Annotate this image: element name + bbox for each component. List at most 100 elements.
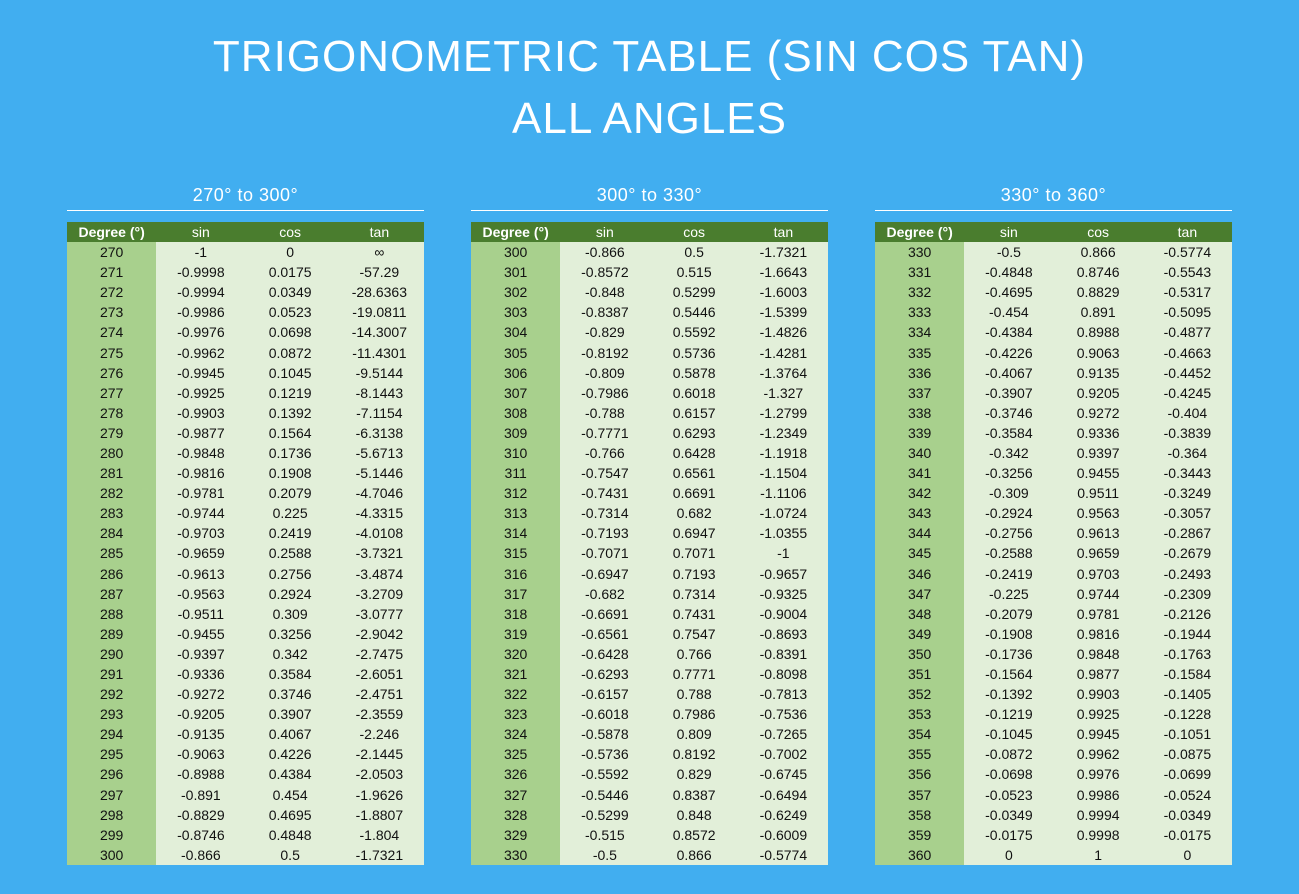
degree-cell: 277 — [67, 382, 157, 403]
value-cell: 0.1392 — [245, 402, 335, 423]
table-row: 306 -0.809 0.5878 -1.3764 — [471, 362, 828, 383]
value-cell: 0.9397 — [1053, 442, 1143, 464]
value-cell: -0.9781 — [156, 483, 246, 504]
value-cell: -57.29 — [334, 262, 424, 283]
column-header: tan — [334, 222, 424, 242]
value-cell: -0.9004 — [738, 603, 828, 624]
value-cell: -2.9042 — [334, 623, 424, 644]
degree-cell: 320 — [471, 643, 561, 664]
title-line-2: ALL ANGLES — [512, 94, 787, 143]
value-cell: -0.7536 — [738, 704, 828, 725]
table-row: 285 -0.9659 0.2588 -3.7321 — [67, 543, 424, 564]
table-row: 301 -0.8572 0.515 -1.6643 — [471, 262, 828, 283]
value-cell: -0.3839 — [1142, 422, 1232, 443]
value-cell: -4.7046 — [334, 483, 424, 504]
table-row: 347 -0.225 0.9744 -0.2309 — [875, 583, 1232, 604]
value-cell: -0.3584 — [964, 422, 1054, 443]
value-cell: -0.7986 — [560, 382, 650, 403]
degree-cell: 332 — [875, 282, 965, 303]
table-row: 313 -0.7314 0.682 -1.0724 — [471, 503, 828, 524]
value-cell: -0.1405 — [1142, 684, 1232, 705]
degree-cell: 351 — [875, 663, 965, 685]
degree-cell: 323 — [471, 704, 561, 725]
value-cell: 0.9659 — [1053, 543, 1143, 564]
value-cell: -0.2756 — [964, 523, 1054, 544]
value-cell: 0.7547 — [649, 623, 739, 644]
value-cell: -0.9962 — [156, 342, 246, 363]
value-cell: -1.7321 — [738, 242, 828, 263]
value-cell: 0.866 — [1053, 242, 1143, 263]
table-row: 294 -0.9135 0.4067 -2.246 — [67, 724, 424, 745]
value-cell: ∞ — [334, 242, 424, 263]
value-cell: -0.9816 — [156, 463, 246, 484]
table-heading: 270° to 300° — [67, 180, 424, 211]
value-cell: 0.848 — [649, 804, 739, 825]
value-cell: 0.1908 — [245, 463, 335, 484]
value-cell: 0.6561 — [649, 463, 739, 484]
value-cell: -3.7321 — [334, 543, 424, 564]
value-cell: 0.6691 — [649, 483, 739, 504]
degree-cell: 349 — [875, 623, 965, 644]
table-row: 270 -1 0 ∞ — [67, 242, 424, 263]
value-cell: 0.9744 — [1053, 583, 1143, 604]
table-row: 329 -0.515 0.8572 -0.6009 — [471, 824, 828, 845]
degree-cell: 353 — [875, 704, 965, 725]
degree-cell: 292 — [67, 684, 157, 705]
degree-cell: 335 — [875, 342, 965, 363]
value-cell: -0.9703 — [156, 523, 246, 544]
value-cell: -0.1228 — [1142, 704, 1232, 725]
value-cell: 0.5878 — [649, 362, 739, 383]
value-cell: 0.3256 — [245, 623, 335, 644]
value-cell: 0.5299 — [649, 282, 739, 303]
value-cell: 0.454 — [245, 784, 335, 805]
value-cell: -0.5736 — [560, 744, 650, 765]
degree-cell: 327 — [471, 784, 561, 805]
value-cell: -1.6643 — [738, 262, 828, 283]
value-cell: -1.8807 — [334, 804, 424, 825]
value-cell: -0.454 — [964, 302, 1054, 323]
value-cell: 0.2588 — [245, 543, 335, 564]
table-row: 322 -0.6157 0.788 -0.7813 — [471, 684, 828, 705]
degree-cell: 276 — [67, 362, 157, 383]
degree-cell: 344 — [875, 523, 965, 544]
degree-cell: 324 — [471, 724, 561, 745]
value-cell: -0.5 — [964, 242, 1054, 263]
value-cell: 0.1736 — [245, 442, 335, 464]
value-cell: -0.6691 — [560, 603, 650, 624]
degree-cell: 311 — [471, 463, 561, 484]
value-cell: 0.2756 — [245, 563, 335, 584]
degree-cell: 310 — [471, 442, 561, 464]
value-cell: 0.6018 — [649, 382, 739, 403]
value-cell: -0.0523 — [964, 784, 1054, 805]
value-cell: -4.0108 — [334, 523, 424, 544]
value-cell: -0.4384 — [964, 322, 1054, 343]
value-cell: -0.3907 — [964, 382, 1054, 403]
value-cell: -0.6561 — [560, 623, 650, 644]
value-cell: -0.9511 — [156, 603, 246, 624]
value-cell: -11.4301 — [334, 342, 424, 363]
value-cell: -1.6003 — [738, 282, 828, 303]
degree-cell: 358 — [875, 804, 965, 825]
value-cell: -1.0724 — [738, 503, 828, 524]
value-cell: -0.9272 — [156, 684, 246, 705]
value-cell: -0.9397 — [156, 643, 246, 664]
value-cell: -0.9455 — [156, 623, 246, 644]
value-cell: -0.2079 — [964, 603, 1054, 624]
column-header: Degree (°) — [471, 222, 561, 242]
value-cell: 0 — [245, 242, 335, 263]
value-cell: -0.0175 — [1142, 824, 1232, 845]
table-row: 297 -0.891 0.454 -1.9626 — [67, 784, 424, 805]
value-cell: 0.342 — [245, 643, 335, 664]
table-row: 284 -0.9703 0.2419 -4.0108 — [67, 523, 424, 544]
value-cell: 0.9272 — [1053, 402, 1143, 423]
degree-cell: 303 — [471, 302, 561, 323]
value-cell: -1.4281 — [738, 342, 828, 363]
value-cell: 0.5592 — [649, 322, 739, 343]
value-cell: -0.7813 — [738, 684, 828, 705]
table-row: 278 -0.9903 0.1392 -7.1154 — [67, 402, 424, 423]
value-cell: -0.3443 — [1142, 463, 1232, 484]
table-row: 312 -0.7431 0.6691 -1.1106 — [471, 483, 828, 504]
table-row: 321 -0.6293 0.7771 -0.8098 — [471, 663, 828, 685]
table-row: 355 -0.0872 0.9962 -0.0875 — [875, 744, 1232, 765]
